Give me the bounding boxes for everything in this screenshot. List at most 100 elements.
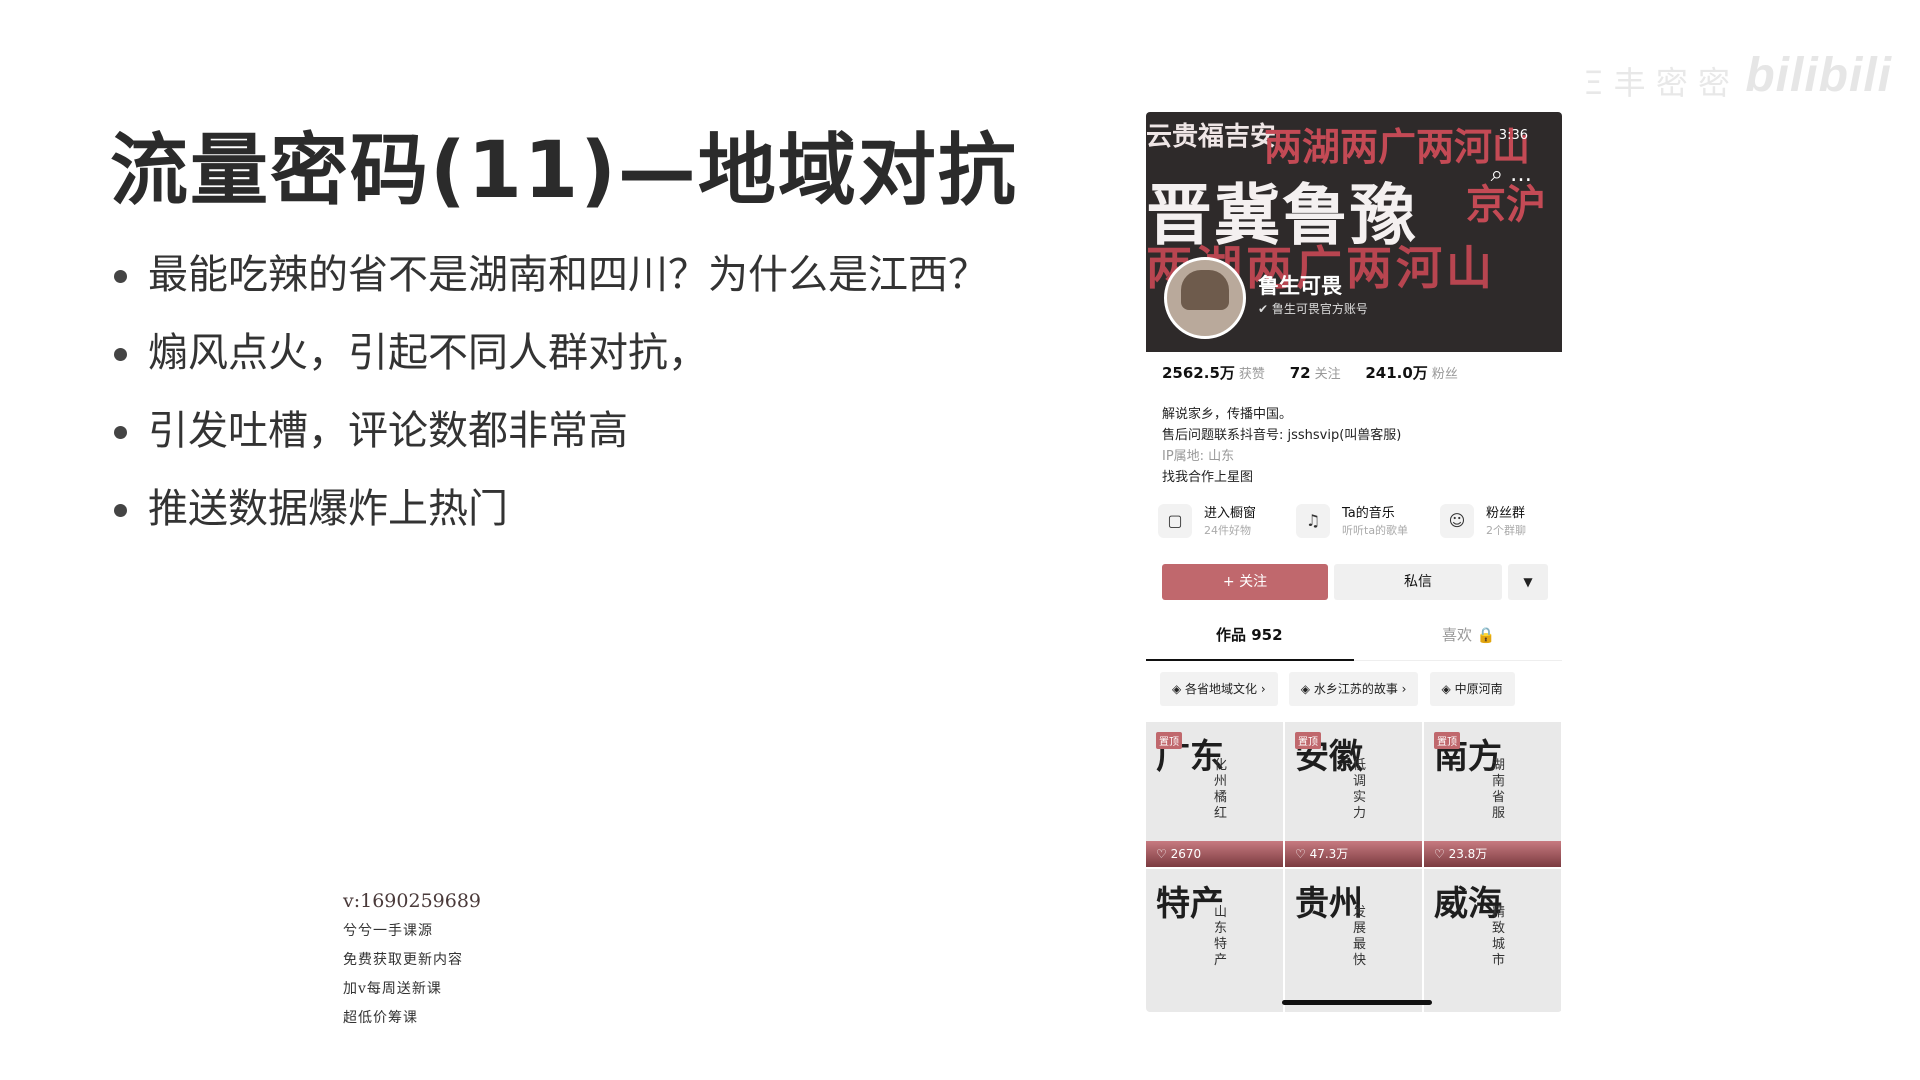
layers-icon: ◈ <box>1441 682 1455 696</box>
like-count: ♡ 47.3万 <box>1285 841 1422 867</box>
stat-label[interactable]: 粉丝 <box>1431 367 1458 382</box>
music-icon: ♫ <box>1296 504 1330 538</box>
bilibili-logo: bilibili <box>1745 49 1892 102</box>
bio-line: 解说家乡，传播中国。 <box>1162 407 1293 422</box>
username: 鲁生可畏 <box>1258 274 1342 298</box>
bullet-text: 煽风点火，引起不同人群对抗， <box>148 330 708 376</box>
watermark-line: 兮兮一手课源 <box>343 923 433 939</box>
video-thumb[interactable]: 安徽 低调实力 置顶 ♡ 47.3万 <box>1285 722 1422 867</box>
tab-works[interactable]: 作品 952 <box>1216 626 1283 644</box>
message-button[interactable]: 私信 <box>1334 564 1502 600</box>
collection-chip[interactable]: ◈ 中原河南 <box>1429 672 1515 706</box>
chevron-down-icon[interactable]: ▼ <box>1508 564 1548 600</box>
stat-value[interactable]: 241.0万 <box>1365 364 1428 382</box>
shortcut-sub: 2个群聊 <box>1486 524 1526 537</box>
banner-text: 两湖两广两河山 <box>1264 125 1531 169</box>
avatar[interactable] <box>1164 257 1246 339</box>
thumb-title: 威海 <box>1434 884 1502 924</box>
heart-icon: ♡ <box>1156 847 1171 861</box>
stat-label: 获赞 <box>1238 367 1265 382</box>
group-icon: ☺ <box>1440 504 1474 538</box>
active-tab-indicator <box>1146 659 1354 661</box>
more-icon[interactable]: … <box>1510 162 1532 187</box>
shortcut-title: Ta的音乐 <box>1342 506 1395 521</box>
check-icon: ✔ <box>1258 302 1272 316</box>
collection-chip[interactable]: ◈ 水乡江苏的故事 › <box>1288 672 1419 706</box>
thumb-title: 贵州 <box>1295 884 1363 924</box>
profile-banner: 云贵福吉安 两湖两广两河山 晋冀鲁豫 京沪 两湖两广两河山 3:36 ⌕ … 鲁… <box>1146 112 1562 352</box>
shortcut-sub: 24件好物 <box>1204 524 1251 537</box>
heart-icon: ♡ <box>1295 847 1310 861</box>
thumb-title: 特产 <box>1156 884 1224 924</box>
bullet-dot <box>114 270 127 283</box>
search-icon[interactable]: ⌕ <box>1490 162 1503 187</box>
thumb-subtitle: 低调实力 <box>1353 758 1367 821</box>
video-thumb[interactable]: 特产 山东特产 <box>1146 869 1283 1012</box>
bullet-dot <box>114 348 127 361</box>
bio-line: 售后问题联系抖音号: jsshsvip(叫兽客服) <box>1162 428 1402 443</box>
profile-screenshot: 云贵福吉安 两湖两广两河山 晋冀鲁豫 京沪 两湖两广两河山 3:36 ⌕ … 鲁… <box>1146 112 1562 1012</box>
bullet-item: 推送数据爆炸上热门 <box>110 484 988 562</box>
logo-subtitle: Ξ 丰 密 密 <box>1583 64 1730 102</box>
profile-bio: 解说家乡，传播中国。 售后问题联系抖音号: jsshsvip(叫兽客服) IP属… <box>1162 404 1401 488</box>
bullet-text: 推送数据爆炸上热门 <box>148 486 508 532</box>
heart-icon: ♡ <box>1434 847 1449 861</box>
bullet-text: 引发吐槽，评论数都非常高 <box>148 408 628 454</box>
thumb-subtitle: 精致城市 <box>1492 905 1506 968</box>
bullet-item: 煽风点火，引起不同人群对抗， <box>110 328 988 406</box>
tab-likes[interactable]: 喜欢 🔒 <box>1442 626 1496 644</box>
like-count: ♡ 23.8万 <box>1424 841 1561 867</box>
profile-stats: 2562.5万 获赞 72 关注 241.0万 粉丝 <box>1162 362 1478 383</box>
pinned-badge: 置顶 <box>1295 732 1321 749</box>
thumb-subtitle: 山东特产 <box>1214 905 1228 968</box>
bullet-item: 引发吐槽，评论数都非常高 <box>110 406 988 484</box>
banner-actions: ⌕ … <box>1491 162 1532 187</box>
chip-label: 各省地域文化 › <box>1185 682 1266 696</box>
collection-chip[interactable]: ◈ 各省地域文化 › <box>1160 672 1278 706</box>
bullet-dot <box>114 504 127 517</box>
contact-id: v:1690259689 <box>343 890 482 912</box>
shortcut-title: 粉丝群 <box>1486 506 1526 521</box>
profile-tabs: 作品 952 喜欢 🔒 <box>1146 624 1562 661</box>
watermark-line: 超低价筹课 <box>343 1010 418 1026</box>
like-value: 2670 <box>1170 847 1202 861</box>
verified-badge: ✔ 鲁生可畏官方账号 <box>1258 300 1368 317</box>
stat-label[interactable]: 关注 <box>1314 367 1341 382</box>
bullet-item: 最能吃辣的省不是湖南和四川？为什么是江西？ <box>110 250 988 328</box>
cooperate-link[interactable]: 找我合作上星图 <box>1162 470 1254 485</box>
watermark-line: 免费获取更新内容 <box>343 952 463 968</box>
banner-text: 京沪 <box>1466 182 1546 228</box>
banner-text: 云贵福吉安 <box>1146 122 1277 152</box>
follow-button[interactable]: + 关注 <box>1162 564 1328 600</box>
bullet-dot <box>114 426 127 439</box>
like-value: 47.3万 <box>1309 847 1349 861</box>
shortcut-sub: 听听ta的歌单 <box>1342 524 1409 537</box>
collection-chips: ◈ 各省地域文化 › ◈ 水乡江苏的故事 › ◈ 中原河南 <box>1160 672 1562 706</box>
watermark-contact: v:1690259689 兮兮一手课源 免费获取更新内容 加v每周送新课 超低价… <box>343 890 481 1036</box>
video-thumb[interactable]: 广东 化州橘红 置顶 ♡ 2670 <box>1146 722 1283 867</box>
video-thumb[interactable]: 威海 精致城市 <box>1424 869 1561 1012</box>
shop-icon: ▢ <box>1158 504 1192 538</box>
thumb-subtitle: 发展最快 <box>1353 905 1367 968</box>
thumb-subtitle: 化州橘红 <box>1214 758 1228 821</box>
slide-title: 流量密码(11)—地域对抗 <box>110 126 1018 216</box>
layers-icon: ◈ <box>1300 682 1314 696</box>
bullet-list: 最能吃辣的省不是湖南和四川？为什么是江西？ 煽风点火，引起不同人群对抗， 引发吐… <box>110 250 988 562</box>
ip-location: IP属地: 山东 <box>1162 449 1235 464</box>
video-thumb[interactable]: 贵州 发展最快 <box>1285 869 1422 1012</box>
home-indicator <box>1282 1000 1432 1005</box>
like-value: 23.8万 <box>1448 847 1488 861</box>
watermark-line: 加v每周送新课 <box>343 981 442 997</box>
chip-label: 中原河南 <box>1454 682 1503 696</box>
pinned-badge: 置顶 <box>1434 732 1460 749</box>
like-count: ♡ 2670 <box>1146 841 1283 867</box>
stat-value: 2562.5万 <box>1162 364 1235 382</box>
bullet-text: 最能吃辣的省不是湖南和四川？为什么是江西？ <box>148 252 988 298</box>
stat-value[interactable]: 72 <box>1289 364 1311 382</box>
shortcut-title: 进入橱窗 <box>1204 506 1257 521</box>
banner-text: 晋冀鲁豫 <box>1146 177 1418 254</box>
pinned-badge: 置顶 <box>1156 732 1182 749</box>
chip-label: 水乡江苏的故事 › <box>1313 682 1407 696</box>
status-time: 3:36 <box>1498 128 1528 143</box>
video-thumb[interactable]: 南方 湖南省服 置顶 ♡ 23.8万 <box>1424 722 1561 867</box>
